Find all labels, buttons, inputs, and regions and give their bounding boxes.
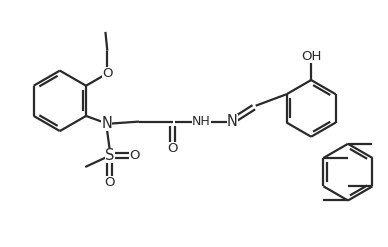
Text: S: S [105, 148, 114, 163]
Text: N: N [101, 116, 112, 131]
Text: O: O [129, 149, 140, 162]
Text: O: O [168, 142, 178, 155]
Text: N: N [227, 114, 238, 129]
Text: O: O [102, 67, 113, 80]
Text: NH: NH [192, 115, 211, 128]
Text: OH: OH [301, 50, 321, 63]
Text: O: O [105, 176, 115, 188]
